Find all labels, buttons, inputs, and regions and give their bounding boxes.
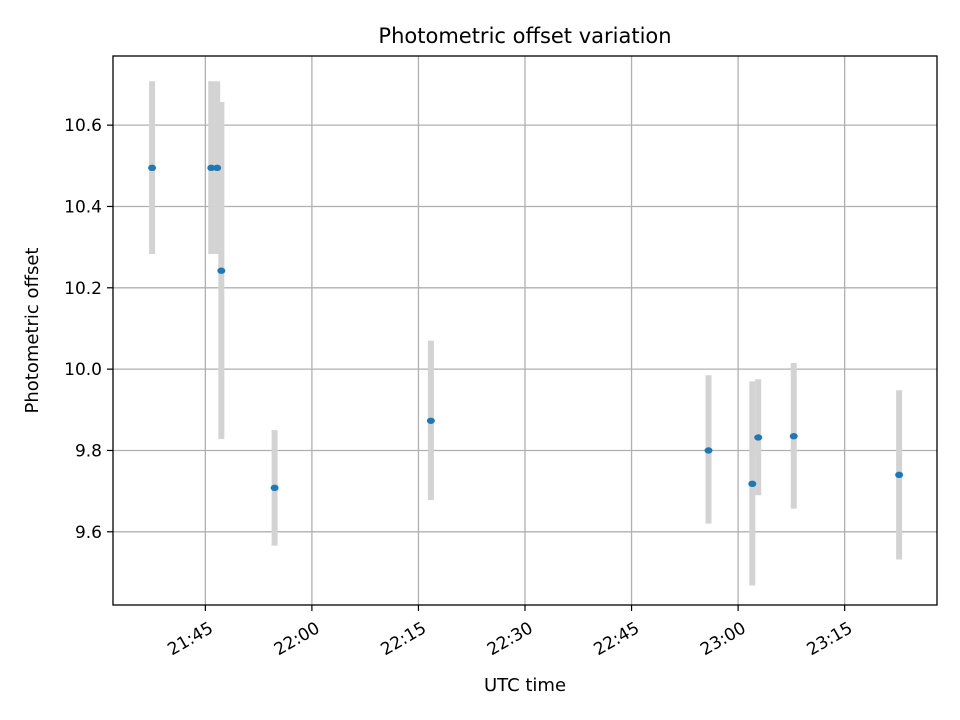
y-tick-label: 10.0 [64,360,102,380]
x-tick-label: 23:15 [804,618,856,660]
y-tick-label: 9.8 [75,441,102,461]
x-tick-label: 22:15 [377,618,429,660]
data-point [426,417,435,424]
data-point [704,447,713,454]
data-point [789,433,798,440]
grid-lines [113,56,937,605]
x-tick-label: 23:00 [697,618,749,660]
chart-title: Photometric offset variation [378,24,671,48]
y-tick-label: 10.2 [64,279,102,299]
x-tick-label: 22:00 [271,618,323,660]
data-point [213,164,222,172]
data-point [148,164,157,172]
y-tick-label: 10.6 [64,116,102,136]
x-tick-label: 22:45 [591,618,643,660]
x-axis-label: UTC time [484,675,566,696]
data-point [217,267,226,274]
y-tick-label: 9.6 [75,523,102,543]
data-point [270,484,279,492]
y-tick-label: 10.4 [64,197,102,217]
data-point [207,164,216,172]
axis-ticks: 9.6 9.8 10.0 10.2 10.4 10.6 21:45 22:00 22:15 22:… [64,116,856,660]
data-point [895,471,904,479]
data-points [148,164,904,492]
data-point [754,434,763,441]
x-tick-label: 22:30 [484,618,536,660]
data-point [748,480,757,488]
x-tick-label: 21:45 [164,618,216,660]
y-axis-label: Photometric offset [22,248,43,414]
